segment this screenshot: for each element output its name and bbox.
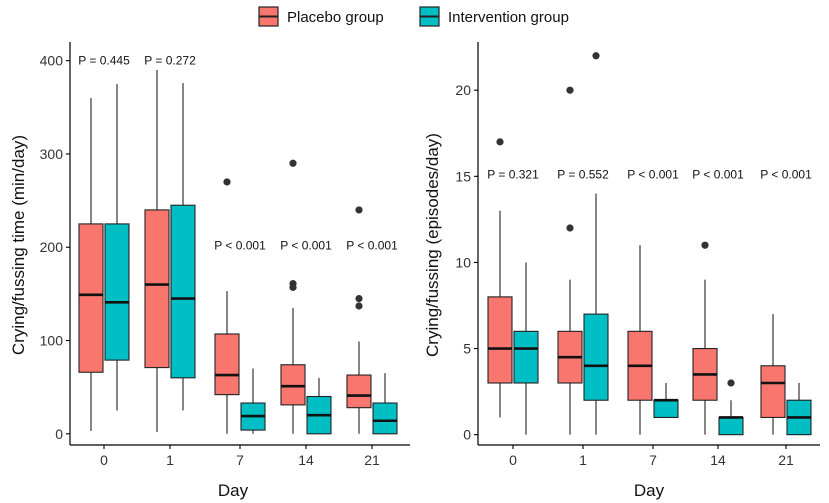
y-tick-label: 10 bbox=[455, 254, 471, 270]
p-value-label: P < 0.001 bbox=[760, 168, 812, 182]
outlier-point bbox=[592, 52, 600, 60]
chart-panel-episodes: 0 5 10 15 20 0 1 7 14 21 P = 0.321 P = 0.552 P < 0.0… bbox=[423, 42, 820, 500]
y-tick-label: 5 bbox=[463, 341, 471, 357]
box-placebo-day-1 bbox=[144, 69, 170, 432]
box-intervention-day-1 bbox=[583, 52, 609, 435]
x-tick-label: 0 bbox=[509, 452, 517, 468]
box-placebo-day-14 bbox=[692, 241, 718, 435]
x-axis-title: Day bbox=[218, 481, 249, 500]
outlier-point bbox=[289, 159, 297, 167]
box-body bbox=[214, 333, 240, 396]
box-placebo-day-7 bbox=[627, 245, 653, 435]
x-tick-label: 21 bbox=[778, 452, 794, 468]
box-intervention-day-7 bbox=[240, 368, 266, 434]
outlier-point bbox=[355, 302, 363, 310]
box-body bbox=[346, 374, 372, 409]
p-value-label: P < 0.001 bbox=[214, 238, 266, 252]
legend-label-placebo: Placebo group bbox=[287, 9, 384, 26]
outlier-point bbox=[355, 294, 363, 303]
legend-label-intervention: Intervention group bbox=[448, 9, 569, 26]
y-tick-label: 20 bbox=[455, 82, 471, 98]
x-tick-label: 1 bbox=[166, 452, 174, 468]
box-body bbox=[170, 204, 196, 379]
box-body bbox=[372, 402, 398, 435]
box-placebo-day-0 bbox=[487, 138, 513, 418]
p-value-label: P < 0.001 bbox=[692, 168, 744, 182]
box-placebo-day-7 bbox=[214, 178, 240, 434]
legend: Placebo group Intervention group bbox=[258, 6, 569, 27]
x-tick-label: 14 bbox=[298, 452, 314, 468]
x-tick-label: 7 bbox=[649, 452, 657, 468]
box-intervention-day-21 bbox=[786, 383, 812, 436]
p-value-label: P = 0.552 bbox=[557, 168, 609, 182]
y-tick-label: 0 bbox=[463, 427, 471, 443]
box-placebo-day-0 bbox=[78, 97, 104, 432]
outlier-point bbox=[727, 379, 735, 387]
x-tick-label: 1 bbox=[579, 452, 587, 468]
y-tick-label: 300 bbox=[40, 146, 64, 162]
x-tick-label: 7 bbox=[236, 452, 244, 468]
box-intervention-day-7 bbox=[653, 383, 679, 418]
outlier-point bbox=[289, 283, 297, 291]
outlier-point bbox=[496, 138, 504, 146]
p-value-label: P = 0.272 bbox=[144, 54, 196, 68]
p-value-label: P = 0.321 bbox=[487, 168, 539, 182]
box-intervention-day-1 bbox=[170, 83, 196, 411]
box-body bbox=[718, 416, 744, 436]
box-intervention-day-21 bbox=[372, 373, 398, 435]
outlier-point bbox=[223, 178, 231, 186]
p-value-label: P < 0.001 bbox=[346, 238, 398, 252]
y-tick-label: 200 bbox=[40, 239, 64, 255]
x-axis-title: Day bbox=[634, 481, 665, 500]
outlier-point bbox=[566, 86, 574, 94]
box-body bbox=[104, 223, 130, 361]
box-intervention-day-14 bbox=[718, 379, 744, 436]
box-intervention-day-14 bbox=[306, 377, 332, 435]
y-axis-title: Crying/fussing time (min/day) bbox=[9, 135, 28, 355]
outlier-point bbox=[355, 206, 363, 214]
box-placebo-day-21 bbox=[346, 206, 372, 434]
chart-panel-time: 0 100 200 300 400 0 1 7 14 21 P = 0.445 P = 0.272 P … bbox=[9, 42, 410, 500]
outlier-point bbox=[566, 224, 574, 232]
box-body bbox=[78, 223, 104, 373]
p-value-label: P < 0.001 bbox=[280, 238, 332, 252]
y-tick-label: 400 bbox=[40, 53, 64, 69]
box-body bbox=[487, 296, 513, 384]
box-intervention-day-0 bbox=[104, 83, 130, 411]
x-tick-label: 0 bbox=[100, 452, 108, 468]
p-value-label: P < 0.001 bbox=[627, 168, 679, 182]
p-value-label: P = 0.445 bbox=[78, 54, 130, 68]
x-tick-label: 21 bbox=[364, 452, 380, 468]
y-tick-label: 0 bbox=[55, 426, 63, 442]
x-tick-label: 14 bbox=[710, 452, 726, 468]
box-body bbox=[144, 209, 170, 369]
box-placebo-day-21 bbox=[760, 314, 786, 435]
box-placebo-day-1 bbox=[557, 86, 583, 435]
box-body bbox=[280, 364, 306, 406]
box-body bbox=[653, 399, 679, 418]
box-body bbox=[513, 330, 539, 384]
box-placebo-day-14 bbox=[280, 159, 306, 434]
box-body bbox=[760, 365, 786, 418]
y-tick-label: 15 bbox=[455, 168, 471, 184]
y-tick-label: 100 bbox=[40, 333, 64, 349]
box-intervention-day-0 bbox=[513, 262, 539, 435]
outlier-point bbox=[701, 241, 709, 249]
box-body bbox=[583, 313, 609, 401]
y-axis-title: Crying/fussing (episodes/day) bbox=[423, 133, 442, 357]
